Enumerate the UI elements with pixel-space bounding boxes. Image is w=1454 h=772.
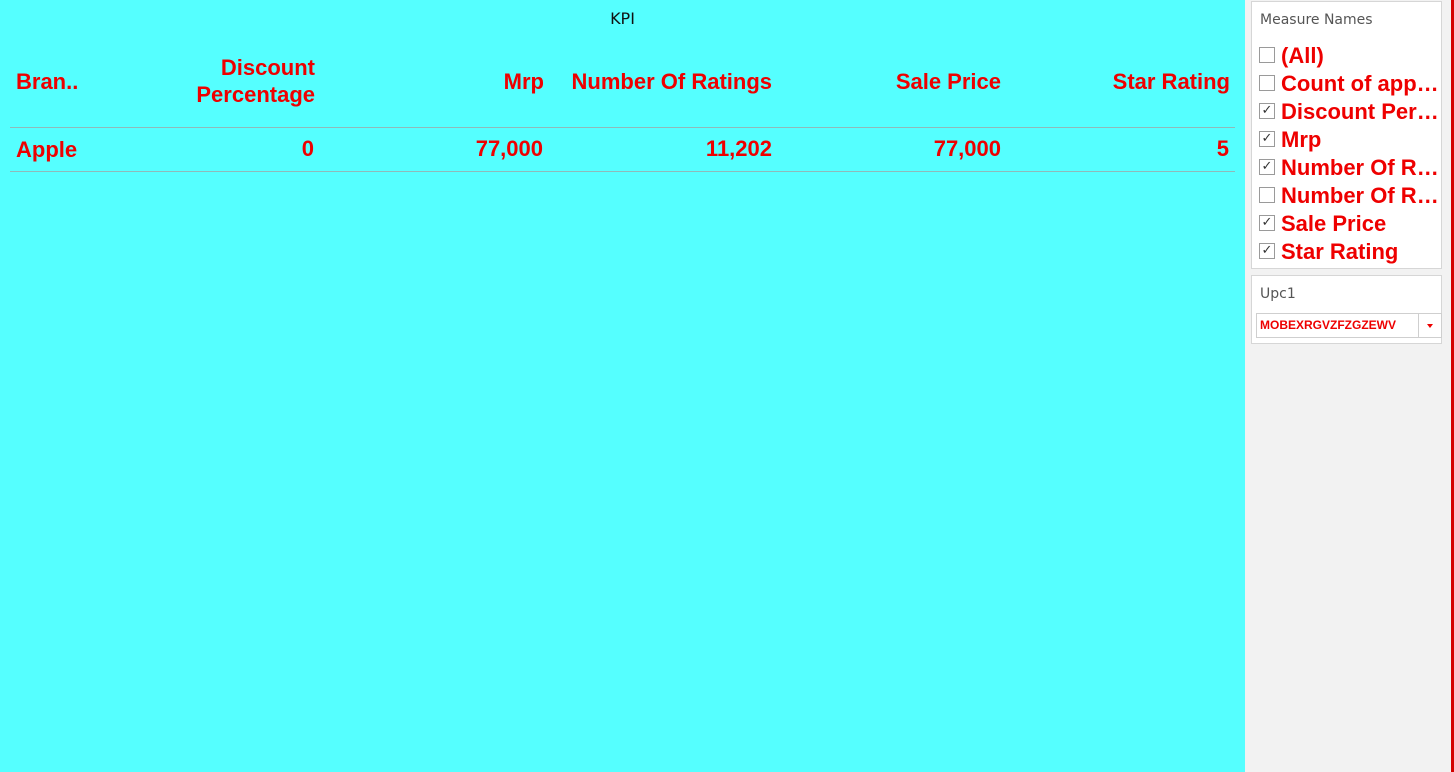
filter-panel: Measure Names (All) Count of apple_produ… <box>1245 0 1449 772</box>
checkbox[interactable]: ✓ <box>1259 131 1275 147</box>
row-divider <box>10 171 1235 172</box>
view-title: KPI <box>610 9 635 28</box>
filter-option-all[interactable]: (All) <box>1259 42 1441 70</box>
kpi-view: KPI Bran.. Discount Percentage Mrp Numbe… <box>0 0 1245 772</box>
checkbox[interactable]: ✓ <box>1259 243 1275 259</box>
checkbox[interactable] <box>1259 47 1275 63</box>
cell-number-of-ratings: 11,202 <box>705 136 772 161</box>
option-label: Star Rating <box>1281 239 1399 264</box>
filter-option-sale-price[interactable]: ✓ Sale Price <box>1259 210 1441 238</box>
header-discount-percentage[interactable]: Discount Percentage <box>140 54 315 108</box>
filter-option-mrp[interactable]: ✓ Mrp <box>1259 126 1441 154</box>
header-star-rating[interactable]: Star Rating <box>1112 69 1230 94</box>
upc-dropdown[interactable]: MOBEXRGVZFZGZEWV <box>1256 313 1442 338</box>
header-discount-line2: Percentage <box>196 82 315 107</box>
option-label: Number Of Ratings <box>1281 155 1441 180</box>
panel-edge <box>1449 0 1454 772</box>
cell-mrp: 77,000 <box>475 136 543 161</box>
option-label: Number Of Reviews <box>1281 183 1441 208</box>
header-divider <box>10 127 1235 128</box>
measure-names-filter: Measure Names (All) Count of apple_produ… <box>1251 1 1442 269</box>
checkbox[interactable] <box>1259 187 1275 203</box>
header-discount-line1: Discount <box>220 55 315 80</box>
checkbox[interactable]: ✓ <box>1259 103 1275 119</box>
filter-option-number-of-reviews[interactable]: Number Of Reviews <box>1259 182 1441 210</box>
checkbox[interactable] <box>1259 75 1275 91</box>
header-sale-price[interactable]: Sale Price <box>895 69 1001 94</box>
checkbox[interactable]: ✓ <box>1259 215 1275 231</box>
option-label: Discount Percentage <box>1281 99 1441 124</box>
filter-option-star-rating[interactable]: ✓ Star Rating <box>1259 238 1441 266</box>
cell-sale-price: 77,000 <box>933 136 1001 161</box>
header-number-of-ratings[interactable]: Number Of Ratings <box>571 69 772 94</box>
option-label: Mrp <box>1281 127 1322 152</box>
dropdown-arrow-icon[interactable] <box>1418 314 1441 337</box>
filter-title: Upc1 <box>1260 286 1296 302</box>
option-label: Count of apple_products.csv <box>1281 71 1441 96</box>
option-label: Sale Price <box>1281 211 1387 236</box>
checkbox[interactable]: ✓ <box>1259 159 1275 175</box>
header-brand[interactable]: Bran.. <box>16 69 79 94</box>
filter-title: Measure Names <box>1260 12 1373 28</box>
upc-filter: Upc1 MOBEXRGVZFZGZEWV <box>1251 275 1442 344</box>
cell-brand: Apple <box>16 137 78 162</box>
header-mrp[interactable]: Mrp <box>503 69 544 94</box>
dropdown-value: MOBEXRGVZFZGZEWV <box>1260 318 1396 332</box>
filter-option-number-of-ratings[interactable]: ✓ Number Of Ratings <box>1259 154 1441 182</box>
filter-option-discount-percentage[interactable]: ✓ Discount Percentage <box>1259 98 1441 126</box>
cell-star-rating: 5 <box>1216 136 1229 161</box>
filter-option-count[interactable]: Count of apple_products.csv <box>1259 70 1441 98</box>
cell-discount: 0 <box>301 136 314 161</box>
option-label: (All) <box>1281 43 1324 68</box>
